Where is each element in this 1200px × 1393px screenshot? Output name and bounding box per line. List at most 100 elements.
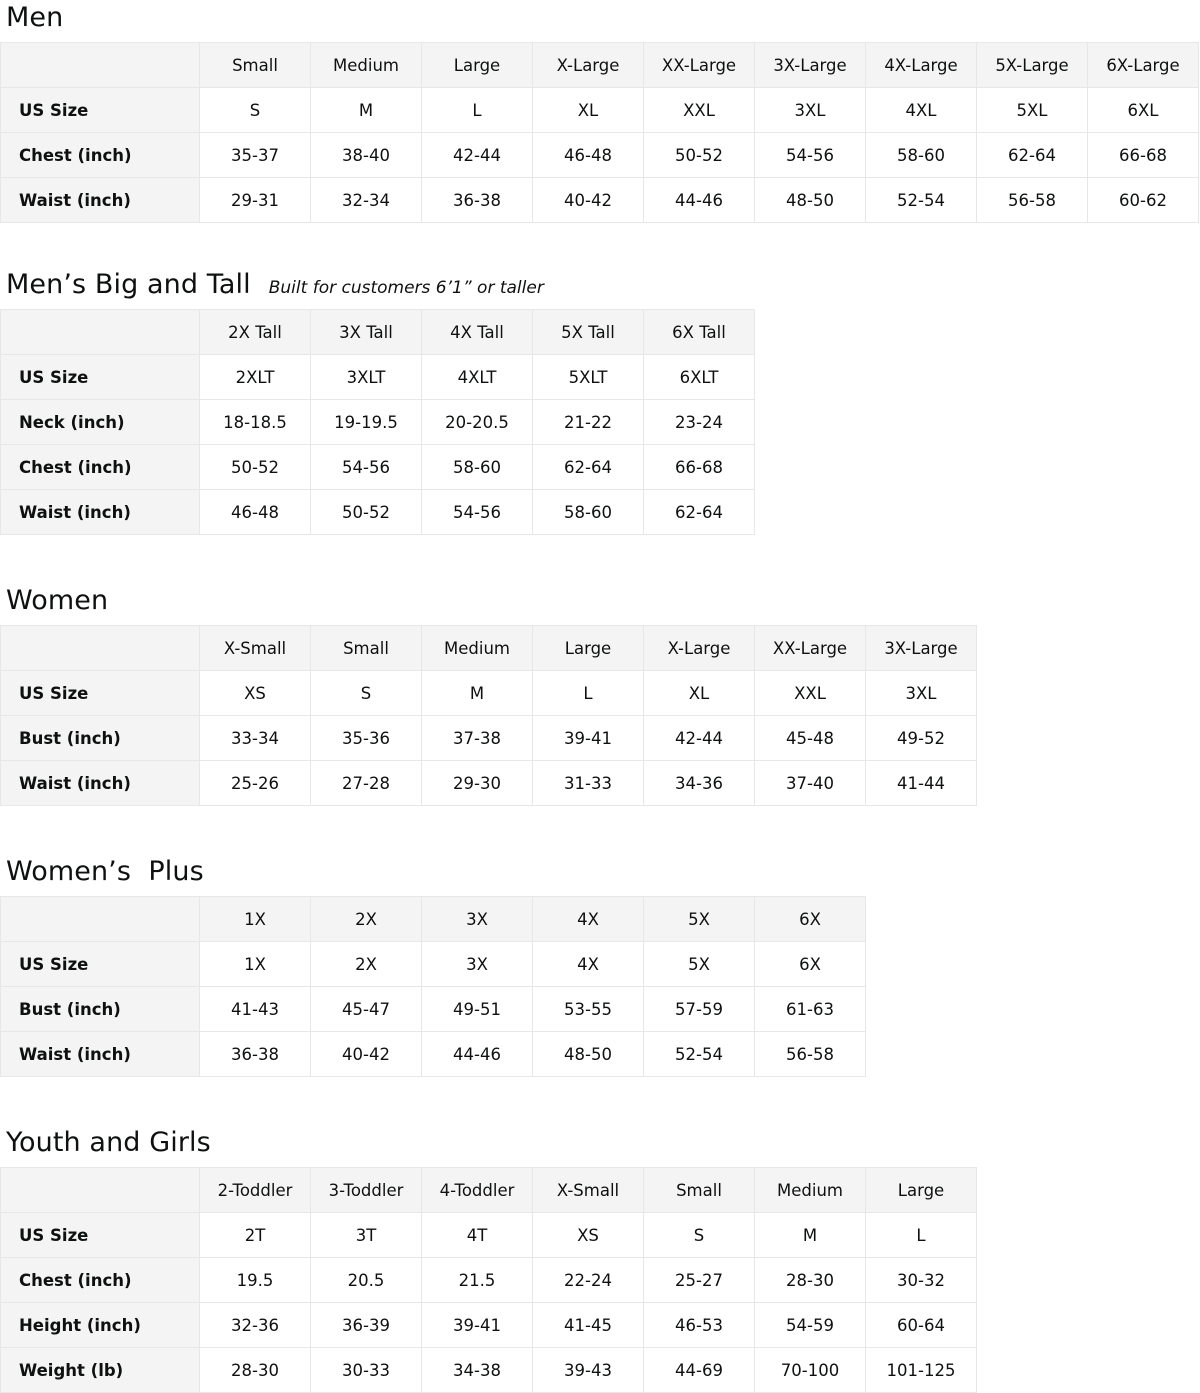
table-row: US Size 1X 2X 3X 4X 5X 6X: [0, 941, 866, 988]
table-header-row: X-Small Small Medium Large X-Large XX-Large 3X…: [0, 625, 977, 672]
measurement-cell: 34-38: [421, 1347, 533, 1393]
measurement-cell: 20-20.5: [421, 399, 533, 446]
size-section-youth-and-girls: Youth and Girls 2-Toddler 3-Toddler 4-Toddl…: [0, 1127, 1200, 1393]
measurement-cell: 33-34: [199, 715, 311, 762]
measurement-cell: 46-53: [643, 1302, 755, 1349]
table-row: Waist (inch) 36-38 40-42 44-46 48-50 52-54 56-…: [0, 1031, 866, 1078]
measurement-cell: 36-39: [310, 1302, 422, 1349]
measurement-cell: 3XLT: [310, 354, 422, 401]
measurement-cell: 42-44: [643, 715, 755, 762]
measurement-cell: 4T: [421, 1212, 533, 1259]
column-header: 6X-Large: [1087, 42, 1199, 89]
row-label: US Size: [0, 941, 200, 988]
table-row: Height (inch) 32-36 36-39 39-41 41-45 46-53 54…: [0, 1302, 977, 1349]
measurement-cell: 57-59: [643, 986, 755, 1033]
table-row: Waist (inch) 29-31 32-34 36-38 40-42 44-46 48-…: [0, 177, 1199, 224]
measurement-cell: 44-46: [421, 1031, 533, 1078]
column-header: Large: [532, 625, 644, 672]
measurement-cell: 25-26: [199, 760, 311, 807]
size-section-mens-big-and-tall: Men’s Big and Tall Built for customers 6’…: [0, 269, 1200, 536]
measurement-cell: 3T: [310, 1212, 422, 1259]
measurement-cell: S: [199, 87, 311, 134]
measurement-cell: 56-58: [754, 1031, 866, 1078]
measurement-cell: 50-52: [310, 489, 422, 536]
row-label: US Size: [0, 1212, 200, 1259]
section-note: Built for customers 6’1” or taller: [268, 278, 544, 299]
table-row: Chest (inch) 19.5 20.5 21.5 22-24 25-27 28-30 3…: [0, 1257, 977, 1304]
measurement-cell: 32-34: [310, 177, 422, 224]
column-header: Medium: [754, 1167, 866, 1214]
measurement-cell: 42-44: [421, 132, 533, 179]
measurement-cell: 35-36: [310, 715, 422, 762]
column-header: 4X-Large: [865, 42, 977, 89]
section-title: Youth and Girls: [6, 1127, 211, 1159]
measurement-cell: 29-31: [199, 177, 311, 224]
measurement-cell: 46-48: [199, 489, 311, 536]
column-header: 3-Toddler: [310, 1167, 422, 1214]
row-label: Neck (inch): [0, 399, 200, 446]
measurement-cell: 48-50: [754, 177, 866, 224]
measurement-cell: 2XLT: [199, 354, 311, 401]
row-label: Waist (inch): [0, 1031, 200, 1078]
measurement-cell: 44-69: [643, 1347, 755, 1393]
section-spacer: [0, 806, 1200, 856]
measurement-cell: 60-62: [1087, 177, 1199, 224]
measurement-cell: 28-30: [199, 1347, 311, 1393]
size-table-mens-big-and-tall: 2X Tall 3X Tall 4X Tall 5X Tall 6X Tall US Si…: [0, 309, 755, 536]
measurement-cell: 39-41: [532, 715, 644, 762]
column-header: Small: [199, 42, 311, 89]
row-label: Waist (inch): [0, 177, 200, 224]
measurement-cell: 58-60: [532, 489, 644, 536]
table-corner-cell: [0, 896, 200, 943]
size-section-men: Men Small Medium Large X-Large XX-Large 3X-Lar…: [0, 2, 1200, 224]
measurement-cell: 22-24: [532, 1257, 644, 1304]
measurement-cell: 54-56: [421, 489, 533, 536]
size-table-men: Small Medium Large X-Large XX-Large 3X-Large 4…: [0, 42, 1199, 224]
measurement-cell: 30-33: [310, 1347, 422, 1393]
measurement-cell: 30-32: [865, 1257, 977, 1304]
measurement-cell: 58-60: [421, 444, 533, 491]
column-header: 6X Tall: [643, 309, 755, 356]
section-title: Women’s Plus: [6, 856, 204, 888]
measurement-cell: 40-42: [310, 1031, 422, 1078]
table-row: Bust (inch) 41-43 45-47 49-51 53-55 57-59 61-6…: [0, 986, 866, 1033]
row-label: Chest (inch): [0, 132, 200, 179]
measurement-cell: 39-43: [532, 1347, 644, 1393]
measurement-cell: 35-37: [199, 132, 311, 179]
measurement-cell: 54-56: [310, 444, 422, 491]
measurement-cell: 25-27: [643, 1257, 755, 1304]
measurement-cell: 4XL: [865, 87, 977, 134]
table-header-row: Small Medium Large X-Large XX-Large 3X-Large 4…: [0, 42, 1199, 89]
section-spacer: [0, 223, 1200, 269]
row-label: Waist (inch): [0, 489, 200, 536]
column-header: X-Large: [532, 42, 644, 89]
measurement-cell: 39-41: [421, 1302, 533, 1349]
table-corner-cell: [0, 42, 200, 89]
column-header: Large: [865, 1167, 977, 1214]
size-table-womens-plus: 1X 2X 3X 4X 5X 6X US Size 1X 2X 3X 4X 5X 6X Bust (inc…: [0, 896, 866, 1078]
measurement-cell: 5XLT: [532, 354, 644, 401]
table-corner-cell: [0, 1167, 200, 1214]
measurement-cell: 49-52: [865, 715, 977, 762]
column-header: Small: [310, 625, 422, 672]
size-section-women: Women X-Small Small Medium Large X-Large XX-La…: [0, 585, 1200, 807]
row-label: Height (inch): [0, 1302, 200, 1349]
measurement-cell: 50-52: [643, 132, 755, 179]
measurement-cell: 19.5: [199, 1257, 311, 1304]
section-title: Women: [6, 585, 109, 617]
measurement-cell: L: [865, 1212, 977, 1259]
column-header: 3X: [421, 896, 533, 943]
section-header-youth-and-girls: Youth and Girls: [0, 1127, 1200, 1158]
measurement-cell: 62-64: [532, 444, 644, 491]
measurement-cell: 19-19.5: [310, 399, 422, 446]
measurement-cell: 66-68: [1087, 132, 1199, 179]
table-row: Chest (inch) 50-52 54-56 58-60 62-64 66-68: [0, 444, 755, 491]
table-row: US Size 2T 3T 4T XS S M L: [0, 1212, 977, 1259]
section-header-men: Men: [0, 2, 1200, 33]
measurement-cell: 27-28: [310, 760, 422, 807]
measurement-cell: 38-40: [310, 132, 422, 179]
measurement-cell: 6XLT: [643, 354, 755, 401]
measurement-cell: 36-38: [421, 177, 533, 224]
section-spacer: [0, 535, 1200, 585]
table-row: Waist (inch) 46-48 50-52 54-56 58-60 62-64: [0, 489, 755, 536]
